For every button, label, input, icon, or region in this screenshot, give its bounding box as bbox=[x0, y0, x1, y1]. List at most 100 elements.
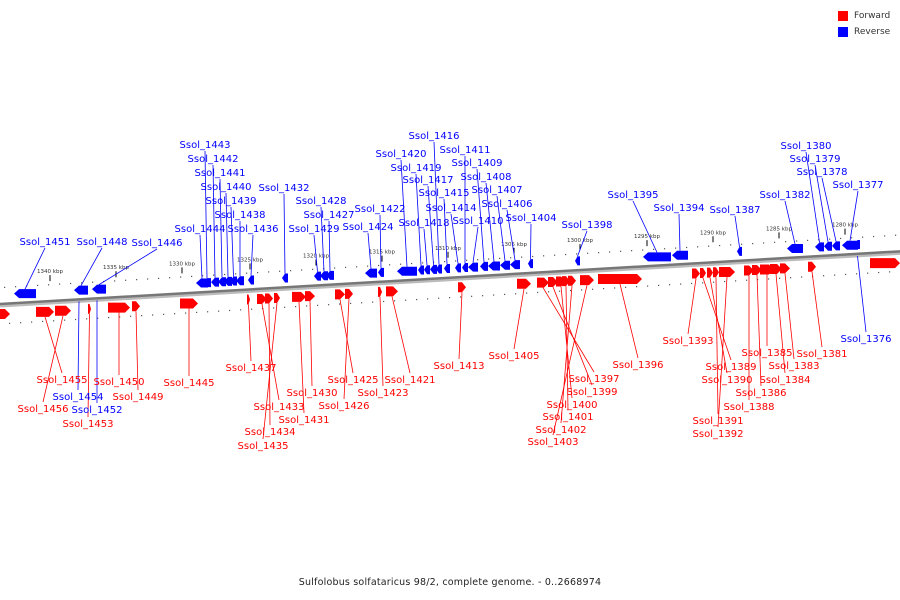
forward-gene-label[interactable]: Ssol_1449 bbox=[113, 392, 164, 403]
forward-gene-label[interactable]: Ssol_1399 bbox=[567, 387, 618, 398]
reverse-gene-label[interactable]: Ssol_1394 bbox=[654, 203, 705, 214]
forward-gene-arrow[interactable] bbox=[692, 268, 700, 279]
reverse-gene-arrow[interactable] bbox=[444, 264, 450, 274]
reverse-gene-arrow[interactable] bbox=[842, 240, 858, 250]
forward-gene-label[interactable]: Ssol_1405 bbox=[489, 351, 540, 362]
forward-gene-label[interactable]: Ssol_1431 bbox=[279, 415, 330, 426]
forward-gene-label[interactable]: Ssol_1430 bbox=[287, 388, 338, 399]
reverse-gene-label[interactable]: Ssol_1387 bbox=[710, 205, 761, 216]
forward-gene-label[interactable]: Ssol_1425 bbox=[328, 375, 379, 386]
reverse-gene-arrow[interactable] bbox=[510, 260, 520, 270]
forward-gene-label[interactable]: Ssol_1392 bbox=[693, 429, 744, 440]
forward-gene-arrow[interactable] bbox=[568, 275, 576, 286]
forward-gene-label[interactable]: Ssol_1423 bbox=[358, 388, 409, 399]
reverse-gene-label[interactable]: Ssol_1382 bbox=[760, 190, 811, 201]
reverse-gene-arrow[interactable] bbox=[480, 261, 488, 271]
reverse-gene-arrow[interactable] bbox=[462, 262, 468, 272]
reverse-gene-arrow[interactable] bbox=[500, 260, 510, 270]
forward-gene-arrow[interactable] bbox=[580, 275, 594, 286]
forward-gene-label[interactable]: Ssol_1403 bbox=[528, 437, 579, 448]
reverse-gene-arrow[interactable] bbox=[236, 276, 244, 286]
forward-gene-arrow[interactable] bbox=[780, 263, 790, 274]
reverse-gene-label[interactable]: Ssol_1444 bbox=[175, 224, 226, 235]
reverse-gene-label[interactable]: Ssol_1422 bbox=[355, 204, 406, 215]
reverse-gene-arrow[interactable] bbox=[365, 268, 377, 278]
reverse-gene-label[interactable]: Ssol_1379 bbox=[790, 154, 841, 165]
forward-gene-label[interactable]: Ssol_1450 bbox=[94, 377, 145, 388]
forward-gene-label[interactable]: Ssol_1402 bbox=[536, 425, 587, 436]
reverse-gene-label[interactable]: Ssol_1410 bbox=[453, 216, 504, 227]
forward-gene-label[interactable]: Ssol_1384 bbox=[760, 375, 811, 386]
reverse-gene-label[interactable]: Ssol_1408 bbox=[461, 172, 512, 183]
forward-gene-label[interactable]: Ssol_1400 bbox=[547, 400, 598, 411]
reverse-gene-arrow[interactable] bbox=[855, 239, 860, 249]
forward-gene-label[interactable]: Ssol_1391 bbox=[693, 416, 744, 427]
forward-gene-label[interactable]: Ssol_1383 bbox=[769, 361, 820, 372]
reverse-gene-arrow[interactable] bbox=[418, 265, 424, 275]
forward-gene-arrow[interactable] bbox=[88, 303, 91, 314]
forward-gene-label[interactable]: Ssol_1426 bbox=[319, 401, 370, 412]
reverse-gene-arrow[interactable] bbox=[378, 267, 384, 277]
reverse-gene-label[interactable]: Ssol_1411 bbox=[440, 145, 491, 156]
reverse-gene-arrow[interactable] bbox=[468, 262, 478, 272]
reverse-gene-arrow[interactable] bbox=[424, 265, 430, 275]
reverse-gene-label[interactable]: Ssol_1454 bbox=[53, 392, 104, 403]
reverse-gene-arrow[interactable] bbox=[92, 284, 106, 294]
reverse-gene-arrow[interactable] bbox=[455, 263, 461, 273]
forward-gene-label[interactable]: Ssol_1385 bbox=[742, 348, 793, 359]
reverse-gene-label[interactable]: Ssol_1417 bbox=[403, 175, 454, 186]
reverse-gene-label[interactable]: Ssol_1427 bbox=[304, 210, 355, 221]
reverse-gene-arrow[interactable] bbox=[320, 271, 328, 281]
reverse-gene-arrow[interactable] bbox=[815, 242, 824, 252]
reverse-gene-label[interactable]: Ssol_1441 bbox=[195, 168, 246, 179]
forward-gene-arrow[interactable] bbox=[537, 277, 549, 288]
reverse-gene-label[interactable]: Ssol_1442 bbox=[188, 154, 239, 165]
forward-gene-label[interactable]: Ssol_1396 bbox=[613, 360, 664, 371]
forward-gene-label[interactable]: Ssol_1456 bbox=[18, 404, 69, 415]
reverse-gene-label[interactable]: Ssol_1416 bbox=[409, 131, 460, 142]
forward-gene-arrow[interactable] bbox=[108, 302, 130, 313]
forward-gene-label[interactable]: Ssol_1433 bbox=[254, 402, 305, 413]
reverse-gene-label[interactable]: Ssol_1420 bbox=[376, 149, 427, 160]
reverse-gene-label[interactable]: Ssol_1446 bbox=[132, 238, 183, 249]
forward-gene-label[interactable]: Ssol_1434 bbox=[245, 427, 296, 438]
forward-gene-arrow[interactable] bbox=[378, 286, 382, 297]
reverse-gene-label[interactable]: Ssol_1439 bbox=[206, 196, 257, 207]
reverse-gene-label[interactable]: Ssol_1451 bbox=[20, 237, 71, 248]
reverse-gene-label[interactable]: Ssol_1429 bbox=[289, 224, 340, 235]
forward-gene-arrow[interactable] bbox=[713, 267, 719, 278]
reverse-gene-label[interactable]: Ssol_1448 bbox=[77, 237, 128, 248]
reverse-gene-arrow[interactable] bbox=[672, 250, 688, 260]
forward-gene-arrow[interactable] bbox=[752, 265, 762, 276]
forward-gene-arrow[interactable] bbox=[870, 258, 900, 269]
reverse-gene-arrow[interactable] bbox=[14, 289, 36, 299]
reverse-gene-arrow[interactable] bbox=[218, 277, 226, 287]
reverse-gene-label[interactable]: Ssol_1380 bbox=[781, 141, 832, 152]
reverse-gene-arrow[interactable] bbox=[488, 261, 500, 271]
forward-gene-arrow[interactable] bbox=[55, 305, 71, 316]
forward-gene-arrow[interactable] bbox=[719, 266, 735, 277]
reverse-gene-label[interactable]: Ssol_1376 bbox=[841, 334, 892, 345]
reverse-gene-arrow[interactable] bbox=[230, 276, 237, 286]
forward-gene-label[interactable]: Ssol_1393 bbox=[663, 336, 714, 347]
forward-gene-arrow[interactable] bbox=[132, 301, 140, 312]
reverse-gene-arrow[interactable] bbox=[224, 276, 232, 286]
reverse-gene-label[interactable]: Ssol_1452 bbox=[72, 405, 123, 416]
reverse-gene-label[interactable]: Ssol_1432 bbox=[259, 183, 310, 194]
forward-gene-arrow[interactable] bbox=[458, 282, 466, 293]
reverse-gene-arrow[interactable] bbox=[643, 252, 671, 262]
reverse-gene-label[interactable]: Ssol_1404 bbox=[506, 213, 557, 224]
forward-gene-label[interactable]: Ssol_1397 bbox=[569, 374, 620, 385]
reverse-gene-arrow[interactable] bbox=[436, 264, 442, 274]
forward-gene-label[interactable]: Ssol_1437 bbox=[226, 363, 277, 374]
forward-gene-arrow[interactable] bbox=[707, 267, 713, 278]
forward-gene-arrow[interactable] bbox=[292, 291, 306, 302]
reverse-gene-arrow[interactable] bbox=[430, 264, 437, 274]
reverse-gene-label[interactable]: Ssol_1419 bbox=[391, 163, 442, 174]
reverse-gene-label[interactable]: Ssol_1395 bbox=[608, 190, 659, 201]
forward-gene-label[interactable]: Ssol_1445 bbox=[164, 378, 215, 389]
forward-gene-arrow[interactable] bbox=[770, 263, 782, 274]
forward-gene-label[interactable]: Ssol_1435 bbox=[238, 441, 289, 452]
reverse-gene-arrow[interactable] bbox=[326, 270, 334, 280]
forward-gene-arrow[interactable] bbox=[180, 298, 198, 309]
